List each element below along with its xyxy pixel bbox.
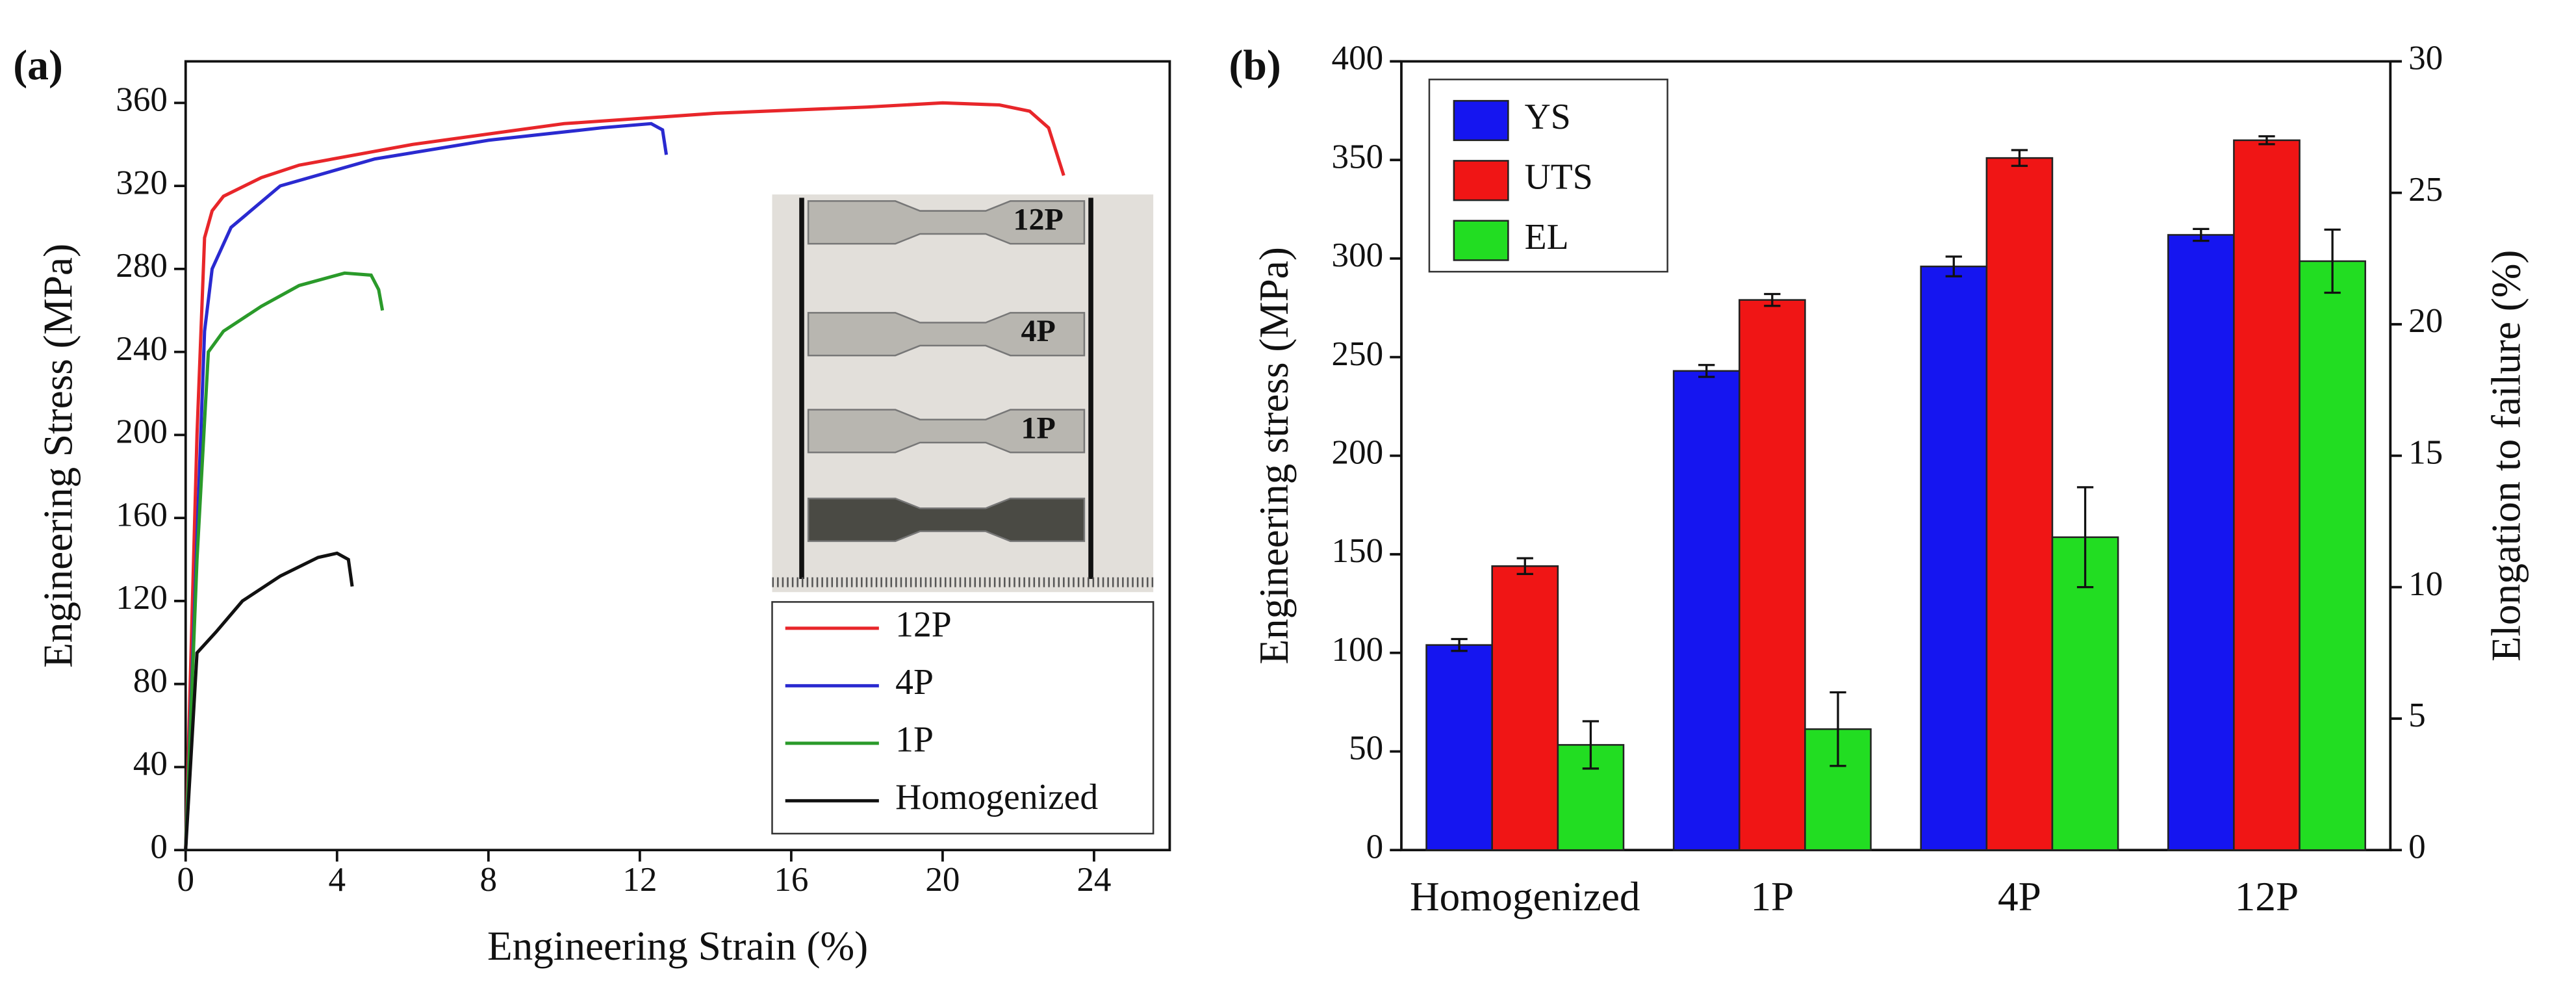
legend-box: [771, 601, 1154, 835]
x-tick-label: 12: [622, 861, 657, 899]
x-tick-label: 4P: [1998, 874, 2041, 919]
curve: [184, 101, 1065, 851]
y-tick-label: 200: [1332, 434, 1384, 472]
error-bar: [1830, 691, 1846, 767]
bar: [1491, 565, 1559, 851]
y-tick-label: 280: [116, 247, 168, 285]
y-tick-label: 200: [116, 413, 168, 451]
y-tick-label: 0: [150, 828, 168, 865]
legend-label: Homogenized: [895, 777, 1098, 817]
plot-frame: [184, 60, 1171, 852]
y-tick-label: 400: [1332, 40, 1384, 77]
y-tick-label: 15: [2408, 434, 2443, 472]
bar: [1920, 265, 1988, 851]
y-tick-label: 20: [2408, 302, 2443, 340]
curve: [184, 271, 385, 851]
error-bar: [1945, 255, 1962, 277]
legend-label: EL: [1525, 217, 1569, 257]
x-tick-label: Homogenized: [1410, 874, 1640, 919]
y-tick-label: 80: [133, 662, 168, 700]
specimen: [807, 312, 1086, 357]
specimen: [807, 409, 1086, 454]
x-tick-label: 4: [328, 861, 346, 899]
y-tick-label: 30: [2408, 40, 2443, 77]
y-tick-label: 25: [2408, 171, 2443, 209]
y-tick-label: 40: [133, 745, 168, 783]
bar: [1672, 370, 1741, 851]
y-tick-label: 50: [1349, 730, 1383, 767]
y-axis-label: Engineering stress (MPa): [1251, 247, 1297, 664]
legend-label: UTS: [1525, 157, 1593, 198]
error-bar: [1698, 364, 1715, 378]
y-tick-label: 360: [116, 81, 168, 119]
error-bar: [1764, 292, 1781, 307]
error-bar: [1516, 557, 1533, 576]
panel-label: (a): [13, 42, 63, 89]
bar: [1985, 157, 2054, 851]
y-tick-label: 100: [1332, 631, 1384, 669]
legend-label: 4P: [895, 662, 934, 702]
inset-label: 12P: [1013, 202, 1063, 237]
legend-swatch: [1453, 220, 1509, 261]
error-bar: [2324, 228, 2341, 294]
error-bar: [2258, 135, 2275, 146]
legend-swatch: [1453, 160, 1509, 201]
x-axis-label: Engineering Strain (%): [487, 923, 868, 969]
x-tick-label: 0: [177, 861, 194, 899]
error-bar: [1582, 720, 1600, 770]
legend-label: 1P: [895, 720, 934, 760]
legend-label: YS: [1525, 97, 1571, 137]
y-tick-label: 240: [116, 330, 168, 368]
y-tick-label: 150: [1332, 532, 1384, 570]
inset-photo: [772, 194, 1154, 593]
y-tick-label: 120: [116, 579, 168, 617]
bar: [2299, 260, 2366, 851]
x-tick-label: 16: [774, 861, 808, 899]
specimen: [807, 497, 1086, 543]
inset-label: 4P: [1021, 314, 1055, 348]
curve: [184, 122, 669, 851]
y-tick-label: 5: [2408, 697, 2426, 734]
bar: [1425, 644, 1493, 851]
bar: [1738, 299, 1806, 851]
legend-label: 12P: [895, 605, 952, 645]
bar: [2233, 139, 2301, 851]
y-tick-label: 10: [2408, 565, 2443, 603]
bar: [2167, 234, 2235, 851]
y-tick-label: 250: [1332, 335, 1384, 373]
legend-swatch: [1453, 99, 1509, 142]
x-tick-label: 12P: [2235, 874, 2299, 919]
y-tick-label: 350: [1332, 138, 1384, 175]
y-tick-label: 0: [1366, 828, 1384, 865]
y-tick-label: 0: [2408, 828, 2426, 865]
y-tick-label: 320: [116, 164, 168, 201]
x-tick-label: 24: [1077, 861, 1111, 899]
specimen: [807, 200, 1086, 245]
y2-axis-label: Elongation to failure (%): [2483, 250, 2529, 662]
x-tick-label: 20: [925, 861, 960, 899]
inset-label: 1P: [1021, 411, 1055, 445]
error-bar: [2193, 227, 2210, 242]
y-tick-label: 160: [116, 496, 168, 533]
error-bar: [2076, 486, 2094, 589]
y-tick-label: 300: [1332, 237, 1384, 274]
y-axis-label: Engineering Stress (MPa): [36, 244, 81, 668]
curve: [184, 551, 354, 851]
error-bar: [1451, 637, 1468, 652]
x-tick-label: 1P: [1750, 874, 1794, 919]
error-bar: [2011, 149, 2028, 167]
x-tick-label: 8: [480, 861, 498, 899]
panel-label: (b): [1229, 42, 1281, 89]
